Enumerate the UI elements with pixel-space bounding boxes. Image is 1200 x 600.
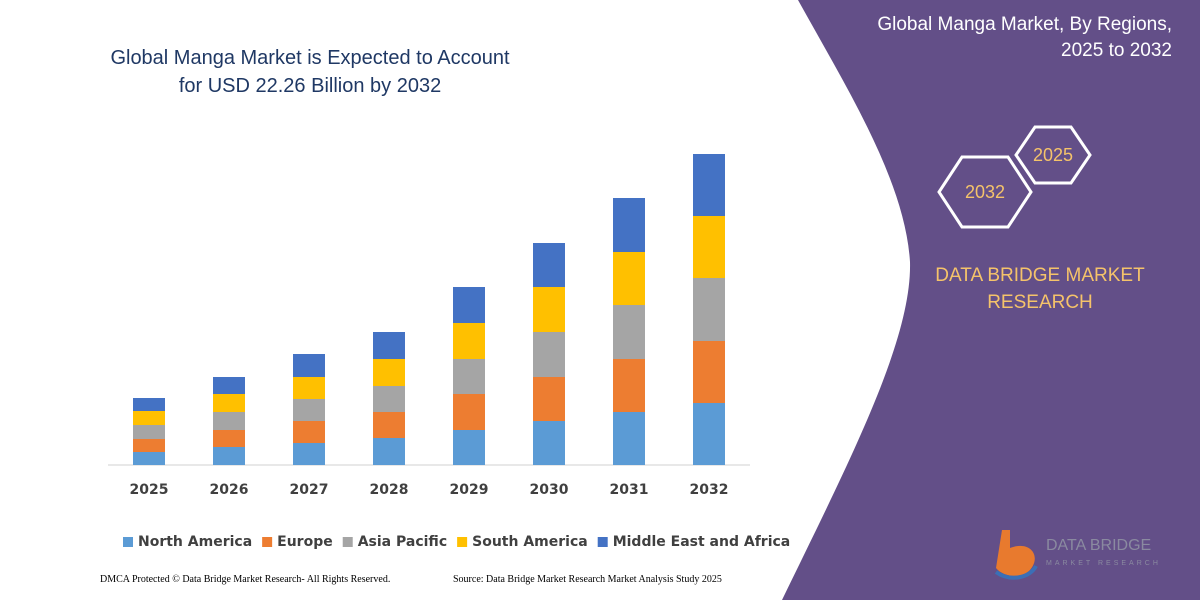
bar-segment [453,359,485,394]
bar-segment [693,403,725,465]
bar-segment [453,323,485,359]
bar-segment [613,305,645,359]
bar-segment [613,198,645,252]
bar-segment [373,386,405,412]
bar-segment [213,377,245,394]
brand: DATA BRIDGE MARKET RESEARCH [935,265,1145,313]
footer-right: Source: Data Bridge Market Research Mark… [453,574,722,585]
bar-segment [533,332,565,377]
hex-label: 2032 [965,182,1005,202]
hexagon [937,155,1033,229]
logo-text: DATA BRIDGE [1046,537,1151,554]
logo-text: MARKET RESEARCH [1046,560,1161,567]
x-tick-label: 2029 [450,482,489,498]
bar-segment [373,359,405,386]
legend-swatch [597,537,608,547]
legend-swatch [123,537,133,547]
x-tick-label: 2030 [530,482,569,498]
bar-segment [533,421,565,465]
bar-segment [533,243,565,287]
bar-segment [213,412,245,430]
bar-segment [693,216,725,278]
bar-segment [293,443,325,465]
x-tick-label: 2031 [610,482,649,498]
bar-segment [133,398,165,411]
bar-segment [533,377,565,421]
hexagon [1014,125,1092,185]
logo-mark [994,564,1038,580]
bar-segment [373,438,405,465]
bar-segment [133,452,165,465]
bar-segment [533,287,565,332]
bar-segment [293,399,325,421]
bar-segment [693,278,725,341]
bar-segment [613,359,645,412]
x-tick-label: 2032 [690,482,729,498]
bar-segment [213,430,245,447]
hex-label: 2025 [1033,145,1073,165]
bar-segment [693,154,725,216]
legend-swatch [262,537,273,547]
x-tick-label: 2026 [210,482,249,498]
legend-label: Europe [277,534,333,550]
x-tick-label: 2028 [370,482,409,498]
logo-mark [996,530,1035,576]
panel-title: Global Manga Market, By Regions, 2025 to… [877,14,1172,61]
bar-segment [373,412,405,438]
bar-segment [133,411,165,425]
bar-segment [133,425,165,439]
bar-segment [213,394,245,412]
bar-segment [453,287,485,323]
side-panel [782,0,1200,600]
legend-label: South America [472,534,588,550]
x-tick-label: 2025 [130,482,169,498]
bar-segment [293,421,325,443]
bar-segment [213,447,245,465]
bar-segment [133,439,165,452]
bar-segment [613,412,645,465]
legend-label: North America [138,534,252,550]
bar-segment [453,394,485,430]
legend-label: Asia Pacific [358,534,447,550]
legend-swatch [457,537,468,547]
x-tick-label: 2027 [290,482,329,498]
footer-left: DMCA Protected © Data Bridge Market Rese… [100,574,390,585]
bar-segment [693,341,725,403]
bar-segment [613,252,645,305]
bar-segment [293,354,325,377]
chart-title: Global Manga Market is Expected to Accou… [110,47,510,97]
legend-swatch [342,537,353,547]
bar-segment [373,332,405,359]
legend-label: Middle East and Africa [613,534,791,550]
bar-segment [293,377,325,399]
bar-segment [453,430,485,465]
